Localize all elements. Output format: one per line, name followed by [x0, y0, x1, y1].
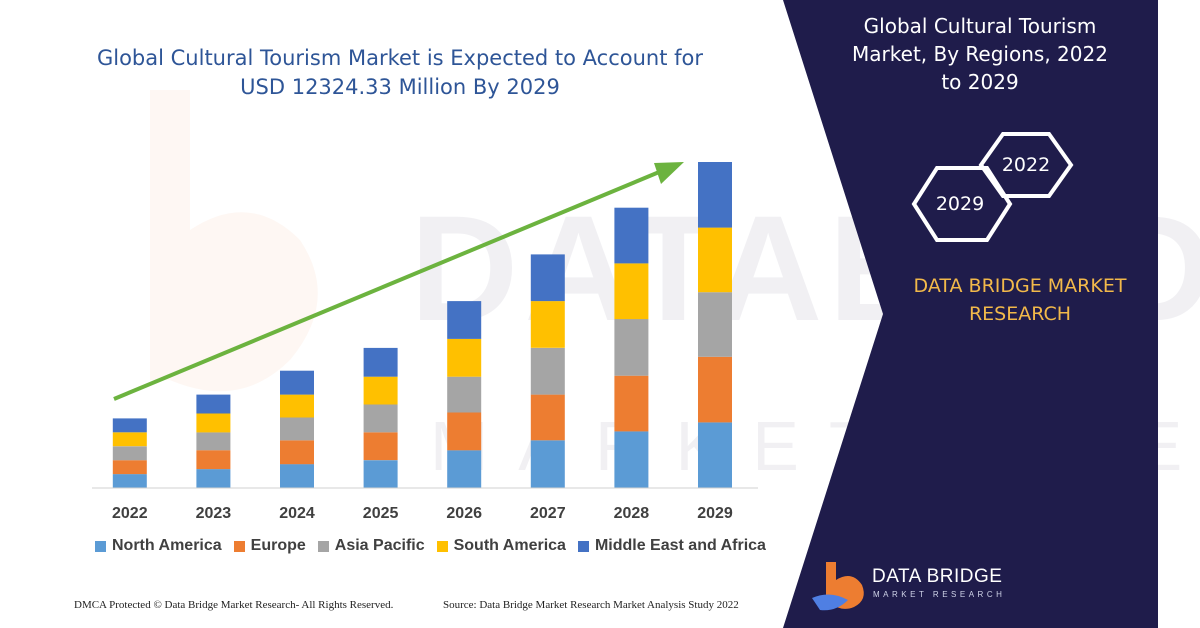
company-name: DATA BRIDGE MARKET RESEARCH: [913, 275, 1127, 325]
trend-arrow: [113, 162, 684, 401]
bar-segment-2023-1: [196, 450, 231, 470]
legend-label: South America: [453, 537, 566, 554]
hexagon-2022-label: 2022: [1002, 154, 1050, 176]
logo-name: DATA BRIDGE: [872, 566, 1003, 587]
bar-segment-2029-3: [698, 227, 732, 293]
hexagon-2022: [978, 132, 1074, 198]
bar-segment-2025-1: [363, 432, 398, 461]
chart-legend: North America Europe Asia Pacific South Ame…: [95, 537, 766, 555]
legend-label: North America: [112, 537, 222, 554]
legend-label: Europe: [250, 537, 306, 554]
bar-segment-2026-2: [447, 376, 482, 413]
bar-segment-2026-1: [447, 412, 482, 451]
bar-segment-2025-3: [363, 376, 398, 405]
bar-segment-2026-0: [447, 450, 482, 488]
copyright-note: DMCA Protected © Data Bridge Market Rese…: [74, 599, 394, 611]
legend-item: Europe: [233, 537, 306, 555]
bar-segment-2022-3: [112, 432, 147, 447]
bar-segment-2028-0: [614, 431, 649, 488]
bar-segment-2026-4: [447, 301, 482, 339]
legend-swatch: [95, 540, 106, 552]
bar-segment-2024-4: [280, 370, 314, 395]
source-note: Source: Data Bridge Market Research Mark…: [443, 599, 739, 611]
x-tick-label: 2027: [530, 505, 566, 522]
legend-item: South America: [436, 537, 566, 555]
x-tick-label: 2024: [279, 505, 315, 522]
bar-segment-2022-4: [112, 418, 147, 433]
logo-subtitle: MARKET RESEARCH: [873, 590, 1006, 599]
bar-segment-2027-3: [530, 301, 565, 348]
bar-segment-2027-1: [530, 394, 565, 441]
bar-segment-2026-3: [447, 338, 482, 377]
legend-swatch: [577, 540, 589, 552]
hexagon-2029-label: 2029: [936, 193, 984, 215]
x-axis-ticks: 2022 2023 2024 2025 2026 2027 2028 2029: [112, 505, 733, 522]
x-tick-label: 2029: [697, 505, 733, 522]
logo-icon: [812, 562, 864, 611]
panel-title: Global Cultural Tourism Market, By Regio…: [852, 14, 1108, 94]
legend-swatch: [436, 540, 448, 552]
bar-segment-2029-4: [698, 162, 732, 228]
x-tick-label: 2023: [196, 505, 232, 522]
bar-segment-2024-3: [280, 394, 314, 418]
legend-swatch: [233, 540, 245, 552]
x-tick-label: 2022: [112, 505, 148, 522]
bar-segment-2027-2: [530, 347, 565, 395]
bar-segment-2023-3: [196, 413, 231, 433]
bar-plot: [112, 162, 732, 488]
bar-segment-2028-2: [614, 319, 649, 376]
bar-segment-2028-1: [614, 375, 649, 432]
legend-item: Asia Pacific: [317, 537, 425, 555]
legend-item: Middle East and Africa: [577, 537, 766, 555]
bar-segment-2024-0: [280, 464, 314, 488]
legend-item: North America: [95, 537, 222, 555]
bar-segment-2025-4: [363, 347, 398, 377]
bar-segment-2022-2: [112, 446, 147, 461]
bar-segment-2023-4: [196, 394, 231, 414]
bar-segment-2023-0: [196, 469, 231, 488]
bar-segment-2028-4: [614, 207, 649, 264]
bar-segment-2022-1: [112, 460, 147, 475]
bar-segment-2027-0: [530, 440, 565, 488]
bar-segment-2024-2: [280, 417, 314, 441]
legend-label: Middle East and Africa: [594, 537, 766, 554]
bar-segment-2029-2: [698, 292, 732, 357]
chart-title: Global Cultural Tourism Market is Expect…: [96, 46, 704, 99]
bar-segment-2028-3: [614, 263, 649, 320]
bar-segment-2025-0: [363, 460, 398, 488]
bar-segment-2027-4: [530, 254, 565, 302]
legend-label: Asia Pacific: [334, 537, 425, 554]
x-tick-label: 2028: [614, 505, 650, 522]
bar-segment-2025-2: [363, 404, 398, 433]
hexagon-2029: [911, 166, 1013, 242]
bar-segment-2024-1: [280, 440, 314, 465]
bar-segment-2029-1: [698, 356, 732, 423]
bar-segment-2022-0: [112, 474, 147, 488]
legend-swatch: [317, 540, 329, 552]
x-tick-label: 2025: [363, 505, 399, 522]
bar-segment-2029-0: [698, 422, 732, 488]
x-tick-label: 2026: [446, 505, 482, 522]
bar-segment-2023-2: [196, 432, 231, 451]
